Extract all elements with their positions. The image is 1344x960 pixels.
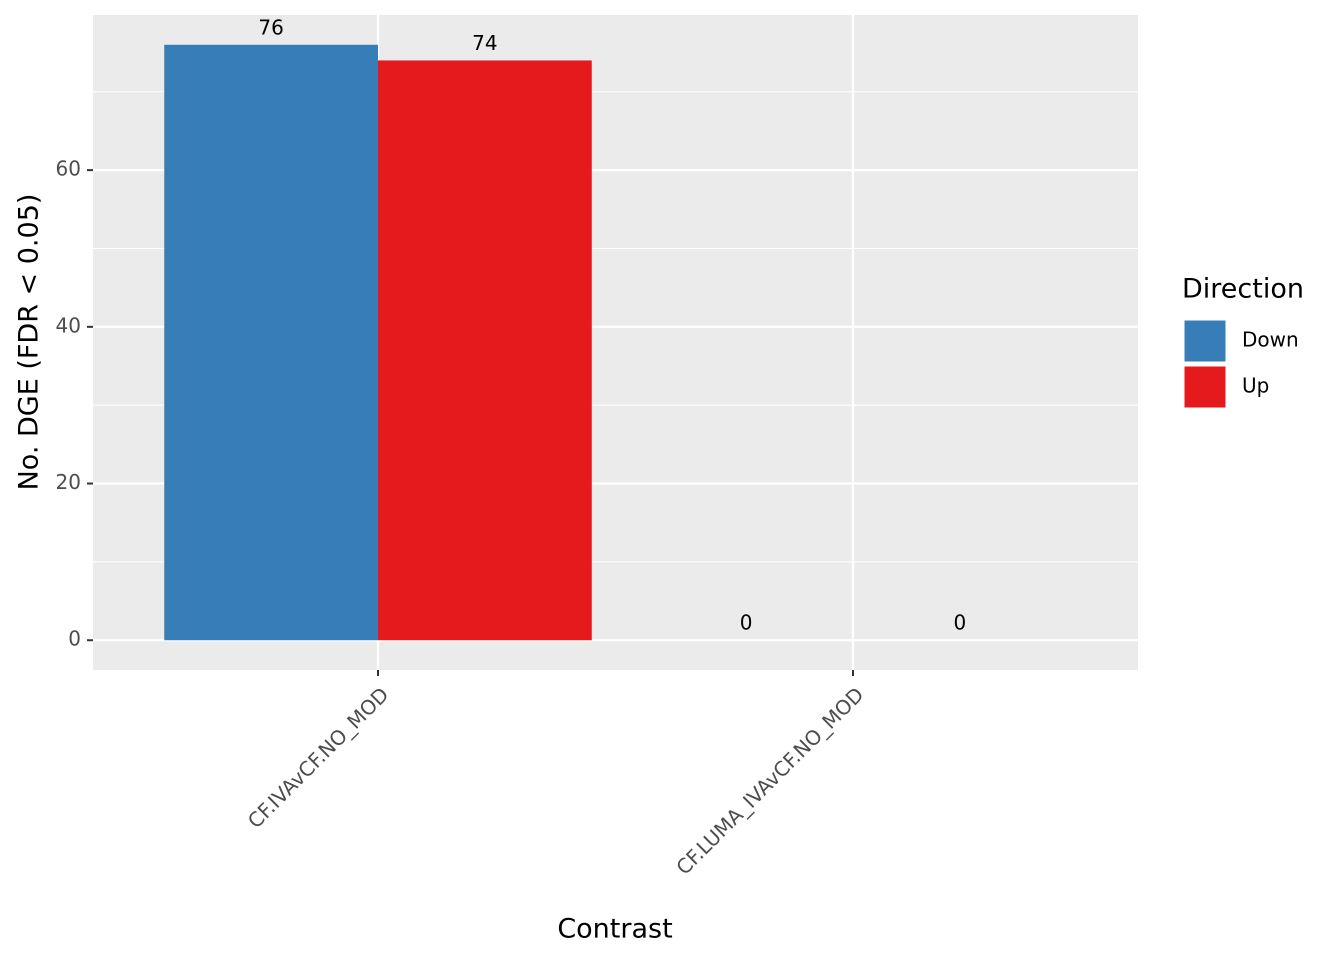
x-axis-title: Contrast: [557, 914, 672, 945]
y-tick-label: 20: [56, 470, 81, 494]
data-label: 76: [258, 15, 283, 39]
y-tick-label: 0: [68, 627, 81, 651]
data-label: 74: [472, 31, 497, 55]
bar: [378, 60, 592, 641]
legend-title: Direction: [1182, 274, 1304, 305]
legend-label: Up: [1242, 374, 1269, 398]
legend-key: [1183, 365, 1227, 409]
data-label: 0: [740, 611, 753, 635]
data-label: 0: [954, 611, 967, 635]
bar: [164, 44, 378, 641]
y-tick-label: 40: [56, 313, 81, 337]
x-tick-label: CF.LUMA_IVAvCF.NO_MOD: [671, 682, 868, 879]
y-tick-label: 60: [56, 157, 81, 181]
x-tick-label: CF.IVAvCF.NO_MOD: [243, 682, 394, 833]
legend-key: [1183, 319, 1227, 363]
legend-label: Down: [1242, 328, 1299, 352]
y-axis-title: No. DGE (FDR < 0.05): [14, 194, 45, 491]
